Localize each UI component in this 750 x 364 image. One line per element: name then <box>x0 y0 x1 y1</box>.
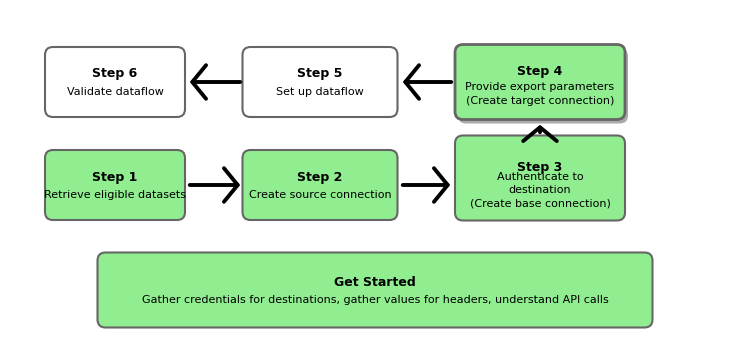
Text: Step 6: Step 6 <box>92 67 138 80</box>
FancyBboxPatch shape <box>45 47 185 117</box>
FancyBboxPatch shape <box>242 150 398 220</box>
Text: Create source connection: Create source connection <box>249 190 392 200</box>
Text: Validate dataflow: Validate dataflow <box>67 87 164 97</box>
FancyBboxPatch shape <box>45 150 185 220</box>
Text: Step 1: Step 1 <box>92 170 138 183</box>
Text: Step 4: Step 4 <box>518 66 562 79</box>
FancyBboxPatch shape <box>455 44 625 119</box>
Text: Step 2: Step 2 <box>297 170 343 183</box>
FancyBboxPatch shape <box>458 48 628 123</box>
FancyBboxPatch shape <box>98 253 652 328</box>
FancyBboxPatch shape <box>242 47 398 117</box>
Text: Step 3: Step 3 <box>518 162 562 174</box>
Text: Set up dataflow: Set up dataflow <box>276 87 364 97</box>
Text: Authenticate to
destination
(Create base connection): Authenticate to destination (Create base… <box>470 172 610 208</box>
Text: Step 5: Step 5 <box>297 67 343 80</box>
Text: Retrieve eligible datasets: Retrieve eligible datasets <box>44 190 186 200</box>
Text: Provide export parameters
(Create target connection): Provide export parameters (Create target… <box>466 82 614 106</box>
Text: Gather credentials for destinations, gather values for headers, understand API c: Gather credentials for destinations, gat… <box>142 295 608 305</box>
Text: Get Started: Get Started <box>334 276 416 289</box>
FancyBboxPatch shape <box>455 135 625 221</box>
